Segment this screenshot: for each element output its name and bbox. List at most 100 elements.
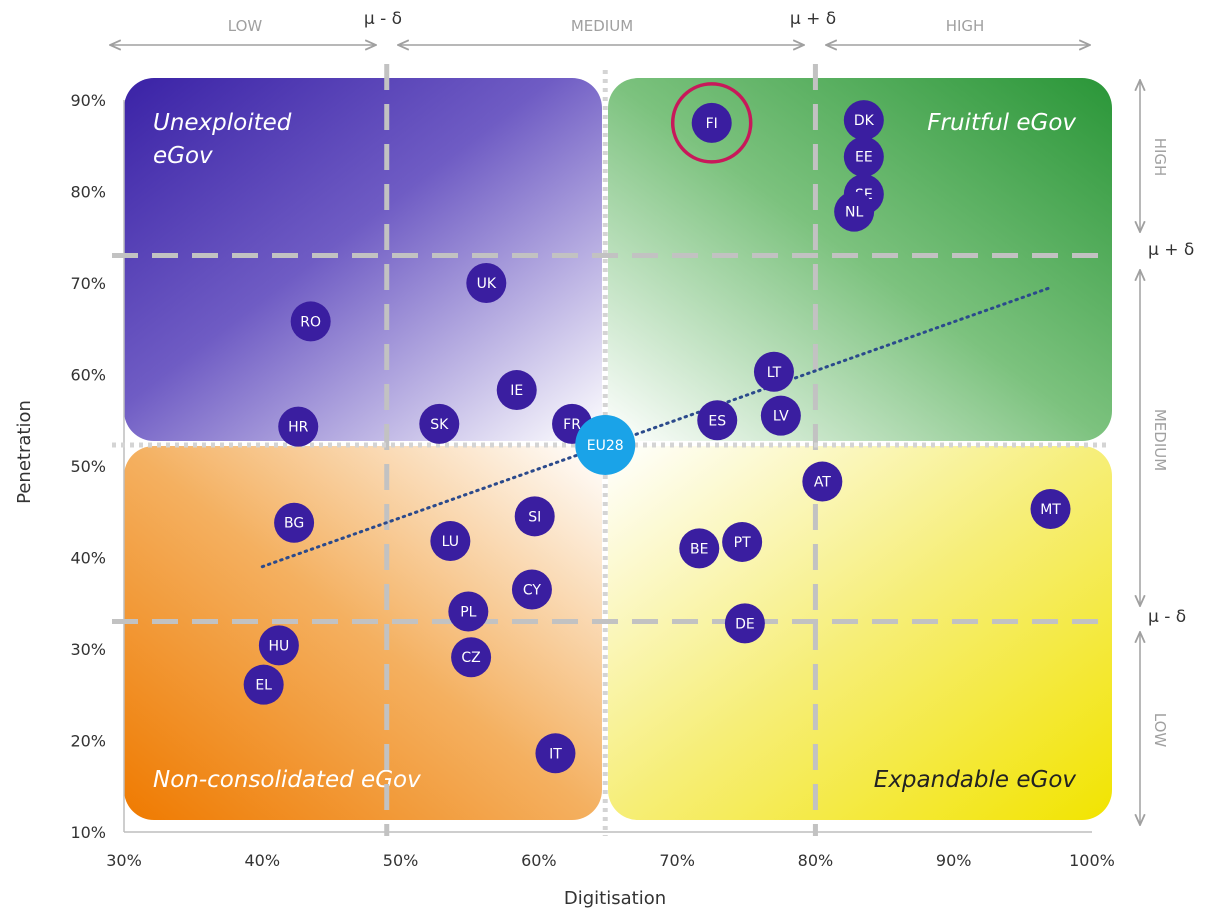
point-si: SI [514,496,555,537]
y-tick-labels: 10% 20% 30% 40% 50% 60% 70% 80% 90% [70,91,106,842]
y-tick-label: 20% [70,732,106,751]
point-be: BE [679,528,720,569]
point-label: HU [268,638,289,654]
point-label: DE [735,616,755,632]
point-marker [466,263,507,303]
point-label: MT [1040,502,1061,518]
y-tick-label: 40% [70,549,106,568]
quadrant-unexploited [124,78,602,441]
point-marker [834,191,875,232]
x-tick-label: 100% [1069,851,1115,870]
point-marker [679,528,720,569]
point-label: EL [255,678,272,694]
quadrant-label-nonconsolidated: Non-consolidated eGov [153,767,421,793]
y-axis-title: Penetration [14,400,35,504]
point-marker [290,301,331,342]
point-ee: EE [843,136,884,177]
point-cy: CY [511,569,552,610]
y-tick-label: 70% [70,274,106,293]
point-marker [430,521,471,562]
point-label: PL [460,604,476,620]
y-tick-label: 10% [70,823,106,842]
point-marker [278,406,319,447]
x-tick-label: 80% [798,851,834,870]
point-marker [496,370,537,411]
point-label: LT [767,365,782,381]
point-label: FR [563,417,581,433]
point-it: IT [535,733,576,774]
point-sk: SK [419,403,460,444]
quadrant-label-unexploited-1: Unexploited [153,110,292,136]
band-label-y-low: LOW [1151,713,1169,748]
highlight-ring [670,82,753,164]
x-axis-title: Digitisation [564,888,666,909]
point-label: IT [549,746,562,762]
point-marker [802,461,843,502]
x-tick-label: 30% [106,851,142,870]
band-label-x-high: HIGH [946,17,985,35]
point-lv: LV [760,395,801,436]
band-label-y-high: HIGH [1151,138,1169,177]
point-nl: NL [834,191,875,232]
point-marker [274,502,315,543]
mu-minus-label-right: μ - δ [1148,607,1186,627]
point-label: DK [854,113,875,129]
point-label: ES [708,413,726,429]
point-marker-eu28 [575,414,636,475]
trendline [260,286,1053,569]
band-label-x-low: LOW [228,17,263,35]
data-points: FIDKEESENLUKROLTIEESLVHRSKFRATMTSIBGLUBE… [243,82,1071,774]
point-marker [243,664,284,705]
point-marker [753,351,794,392]
point-label: LV [773,409,789,425]
quadrant-label-fruitful: Fruitful eGov [927,110,1076,136]
point-marker [258,625,299,666]
point-pl: PL [448,591,489,632]
point-label: AT [814,475,831,491]
point-fi: FI [670,82,753,164]
point-label: FI [706,116,718,132]
x-tick-labels: 30% 40% 50% 60% 70% 80% 90% 100% [106,851,1115,870]
y-tick-label: 60% [70,366,106,385]
point-marker [535,733,576,774]
quadrant-label-unexploited-2: eGov [153,143,213,169]
point-eu28: EU28 [575,414,636,475]
point-cz: CZ [451,637,492,678]
point-marker [722,521,763,562]
mu-plus-label-top: μ + δ [790,9,836,29]
point-marker [843,136,884,177]
y-tick-label: 80% [70,183,106,202]
point-es: ES [697,400,738,441]
point-hr: HR [278,406,319,447]
point-label: NL [845,205,863,221]
quadrant-nonconsolidated [124,446,602,820]
point-label-eu28: EU28 [587,438,624,454]
point-dk: DK [843,100,884,141]
mu-plus-label-right: μ + δ [1148,240,1194,260]
x-tick-label: 40% [245,851,281,870]
quadrant-fruitful [608,78,1112,441]
point-label: EE [855,150,873,166]
x-tick-label: 70% [659,851,695,870]
point-marker [451,637,492,678]
x-tick-label: 60% [521,851,557,870]
point-marker [760,395,801,436]
point-bg: BG [274,502,315,543]
point-label: CZ [461,650,480,666]
y-tick-label: 90% [70,91,106,110]
point-marker [691,102,732,143]
point-mt: MT [1030,489,1071,530]
point-marker [448,591,489,632]
point-el: EL [243,664,284,705]
band-label-x-medium: MEDIUM [571,17,633,35]
point-hu: HU [258,625,299,666]
point-pt: PT [722,521,763,562]
point-label: PT [734,535,751,551]
point-label: HR [288,420,309,436]
mu-minus-label-top: μ - δ [364,9,402,29]
point-label: BG [284,516,304,532]
point-uk: UK [466,263,507,303]
point-marker [1030,489,1071,530]
point-lu: LU [430,521,471,562]
